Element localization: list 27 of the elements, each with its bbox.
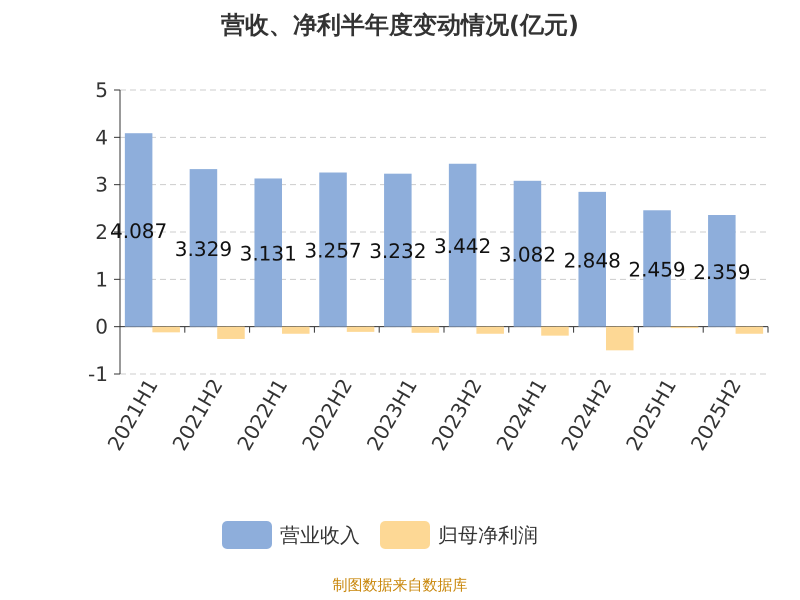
bar xyxy=(282,326,310,334)
data-label: 3.082 xyxy=(498,242,556,267)
data-label: 2.459 xyxy=(628,257,686,282)
bar xyxy=(476,326,504,334)
y-tick-label: -1 xyxy=(88,362,108,386)
data-label: 3.232 xyxy=(369,239,426,264)
bar xyxy=(217,326,245,339)
chart-title: 营收、净利半年度变动情况(亿元) xyxy=(220,11,579,39)
bar xyxy=(541,326,569,336)
y-tick-label: 2 xyxy=(95,220,108,244)
data-label: 3.442 xyxy=(434,234,492,258)
data-label: 2.359 xyxy=(693,260,750,284)
text: 制图数据来自数据库 xyxy=(332,576,468,594)
bar xyxy=(412,326,440,333)
y-tick-label: 0 xyxy=(95,314,108,339)
y-tick-label: 5 xyxy=(95,78,108,102)
y-tick-label: 1 xyxy=(95,267,108,292)
data-label: 3.257 xyxy=(304,238,362,263)
data-label: 3.329 xyxy=(174,236,232,261)
y-tick-label: 4 xyxy=(95,125,108,150)
legend-label: 营业收入 xyxy=(280,523,360,547)
legend-label: 归母净利润 xyxy=(438,523,538,547)
y-tick-label: 3 xyxy=(95,172,108,197)
bar xyxy=(606,326,634,350)
bar xyxy=(736,326,764,334)
bar xyxy=(152,326,180,332)
bar xyxy=(346,326,374,332)
